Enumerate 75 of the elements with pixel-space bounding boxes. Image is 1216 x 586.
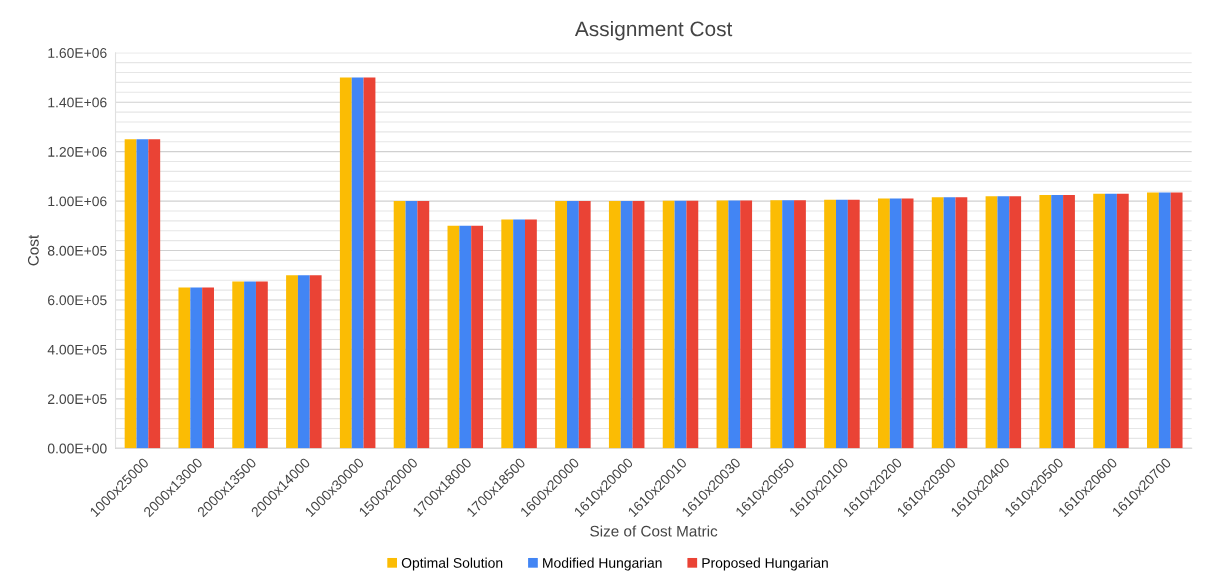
bar [931,197,944,449]
y-tick-label: 1.00E+06 [48,196,107,207]
bar [363,77,376,449]
bar [955,197,968,449]
bar [351,77,364,449]
bar [309,275,322,449]
bar [255,281,268,449]
bar [447,225,460,449]
bar [202,287,214,449]
bar [740,200,753,449]
bar [148,139,161,449]
bar [1147,192,1159,449]
bar [877,198,890,449]
bar [1039,194,1052,449]
bar [674,200,687,449]
y-tick-label: 1.40E+06 [48,97,107,108]
y-tick-label: 1.60E+06 [48,48,107,58]
bar [997,196,1010,449]
bar [728,200,741,449]
bar [513,219,525,449]
bar [339,77,352,449]
bar [824,199,837,449]
bar [889,198,902,449]
bar [836,199,848,449]
bar [608,201,621,449]
bar [417,201,430,449]
bar [124,139,137,449]
y-tick-label: 1.20E+06 [48,146,107,157]
bar [566,201,579,449]
bar [1158,192,1171,449]
x-axis-title: Size of Cost Matric [590,525,718,537]
bar [985,196,998,449]
bar [244,281,256,449]
y-axis-title: Cost [27,234,39,266]
bar [1051,194,1064,449]
y-tick-label: 6.00E+05 [48,295,107,306]
chart-title: Assignment Cost [574,20,733,41]
bar [555,201,567,449]
bar [297,275,310,449]
bar [393,201,406,449]
bar [662,200,675,449]
bar [286,275,298,449]
bar [794,200,806,449]
bar [1116,193,1129,449]
bar [501,219,514,449]
bar [1105,193,1117,449]
bar [525,219,537,449]
bar [232,281,245,449]
bar [178,287,191,449]
y-tick-label: 0.00E+00 [47,443,107,454]
bar [620,201,633,449]
bar [578,201,591,449]
bar [1063,194,1075,449]
bar [1009,196,1022,449]
bar [716,200,729,449]
y-tick-label: 8.00E+05 [47,245,107,256]
bar [770,200,783,449]
legend-label: Modified Hungarian [543,557,662,571]
bar [471,225,484,449]
bar [190,287,203,449]
bar [1170,192,1183,449]
bar [405,201,418,449]
bar [901,198,914,449]
bar [136,139,149,449]
bar [943,197,956,449]
y-tick-label: 4.00E+05 [47,344,107,355]
legend-label: Proposed Hungarian [702,557,828,571]
bar [782,200,795,449]
bar [847,199,860,449]
bar [1093,193,1106,449]
bar [459,225,472,449]
legend-label: Optimal Solution [401,557,503,571]
bar [632,201,645,449]
bar [686,200,699,449]
y-tick-label: 2.00E+05 [48,394,107,405]
